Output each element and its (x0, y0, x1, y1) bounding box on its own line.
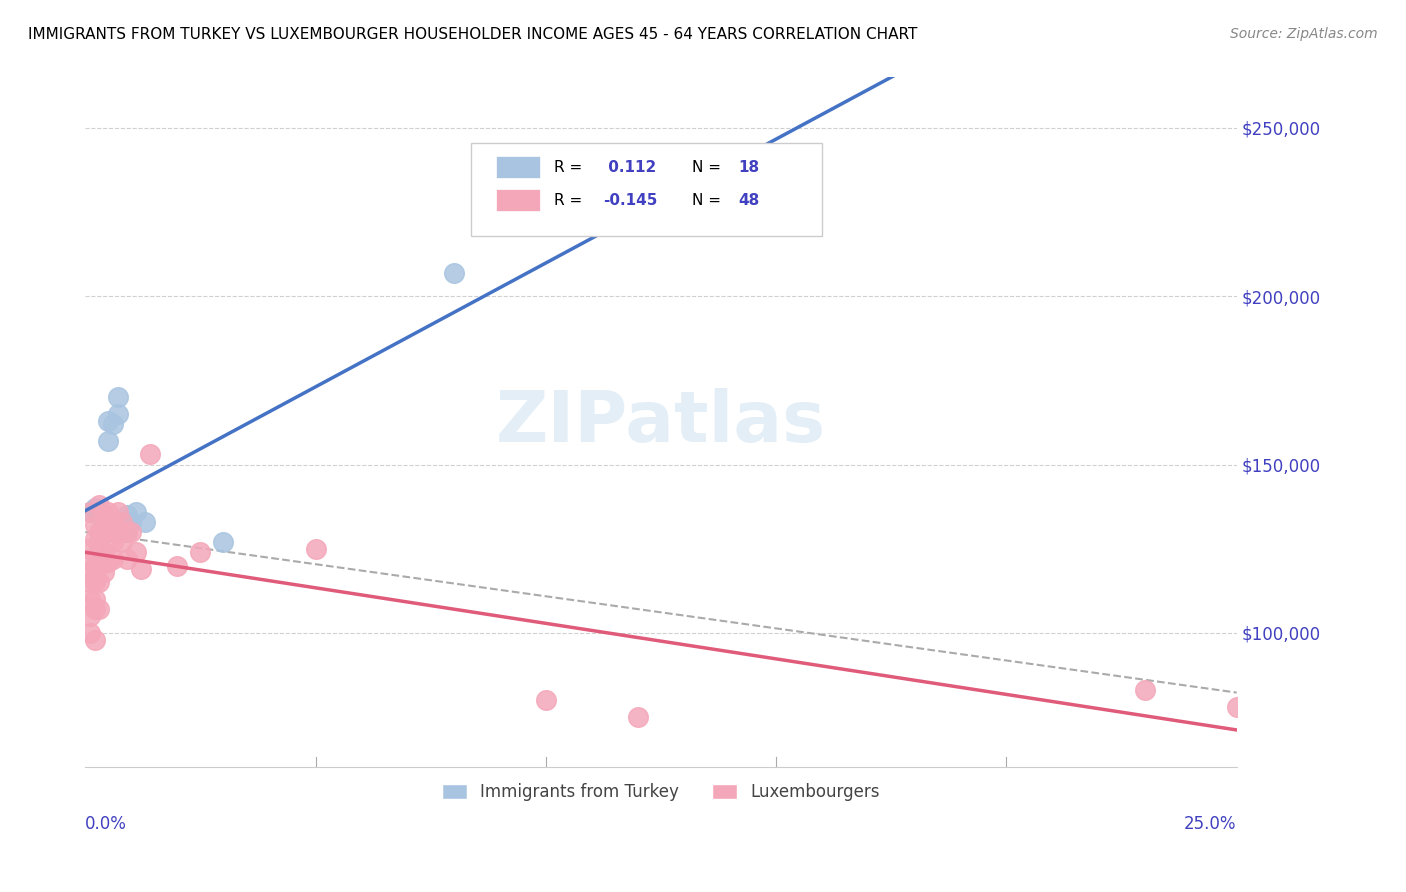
FancyBboxPatch shape (496, 189, 540, 211)
Text: R =: R = (554, 160, 592, 175)
Point (83, 575, 105, 590)
Text: 0.0%: 0.0% (86, 814, 127, 832)
Text: R =: R = (554, 193, 592, 208)
Point (79, 575, 101, 590)
Point (79, 541, 101, 556)
Point (97, 434, 120, 448)
Legend: Immigrants from Turkey, Luxembourgers: Immigrants from Turkey, Luxembourgers (434, 776, 887, 807)
Point (79, 505, 101, 519)
Point (120, 524, 142, 539)
Point (129, 562, 152, 576)
Point (125, 545, 148, 559)
Point (111, 515, 134, 529)
Point (93, 566, 115, 580)
Point (139, 447, 162, 461)
Point (101, 515, 124, 529)
Text: 48: 48 (738, 193, 759, 208)
Point (107, 505, 129, 519)
Point (304, 541, 326, 556)
Point (97, 505, 120, 519)
Point (87, 602, 110, 616)
Point (83, 518, 105, 533)
Point (115, 524, 138, 539)
Point (115, 508, 138, 522)
Text: ZIPatlas: ZIPatlas (496, 388, 827, 457)
Point (79, 551, 101, 566)
Point (1133, 683, 1156, 698)
Text: Source: ZipAtlas.com: Source: ZipAtlas.com (1230, 27, 1378, 41)
Point (627, 710, 650, 724)
Point (101, 535, 124, 549)
Point (87, 575, 110, 590)
Point (120, 515, 142, 529)
Text: IMMIGRANTS FROM TURKEY VS LUXEMBOURGER HOUSEHOLDER INCOME AGES 45 - 64 YEARS COR: IMMIGRANTS FROM TURKEY VS LUXEMBOURGER H… (28, 27, 918, 42)
Point (443, 266, 465, 280)
Point (93, 545, 115, 559)
Point (79, 609, 101, 624)
Point (87, 524, 110, 539)
Text: -0.145: -0.145 (603, 193, 658, 208)
Point (79, 505, 101, 519)
Point (87, 535, 110, 549)
Point (83, 592, 105, 607)
Point (134, 515, 156, 529)
Point (83, 558, 105, 573)
Point (83, 632, 105, 647)
Point (93, 524, 115, 539)
Point (79, 592, 101, 607)
Point (93, 545, 115, 559)
Point (93, 508, 115, 522)
Text: 18: 18 (738, 160, 759, 175)
Point (97, 414, 120, 428)
Point (87, 558, 110, 573)
Point (115, 551, 138, 566)
Point (97, 555, 120, 569)
Point (166, 558, 188, 573)
Point (79, 566, 101, 580)
Point (87, 538, 110, 552)
Point (87, 498, 110, 512)
Point (107, 390, 129, 404)
Point (125, 505, 148, 519)
Point (101, 551, 124, 566)
Point (93, 524, 115, 539)
Text: N =: N = (692, 160, 731, 175)
Point (115, 524, 138, 539)
Text: N =: N = (692, 193, 731, 208)
FancyBboxPatch shape (496, 156, 540, 178)
Point (101, 417, 124, 432)
Point (83, 602, 105, 616)
Point (190, 545, 212, 559)
Point (79, 625, 101, 640)
Point (107, 524, 129, 539)
Point (107, 407, 129, 421)
Point (111, 535, 134, 549)
Point (1226, 699, 1249, 714)
Text: 25.0%: 25.0% (1184, 814, 1237, 832)
Point (87, 508, 110, 522)
Point (97, 524, 120, 539)
Point (212, 535, 235, 549)
Point (83, 501, 105, 516)
Point (83, 532, 105, 546)
Text: 0.112: 0.112 (603, 160, 657, 175)
Point (534, 693, 557, 707)
FancyBboxPatch shape (471, 143, 823, 236)
